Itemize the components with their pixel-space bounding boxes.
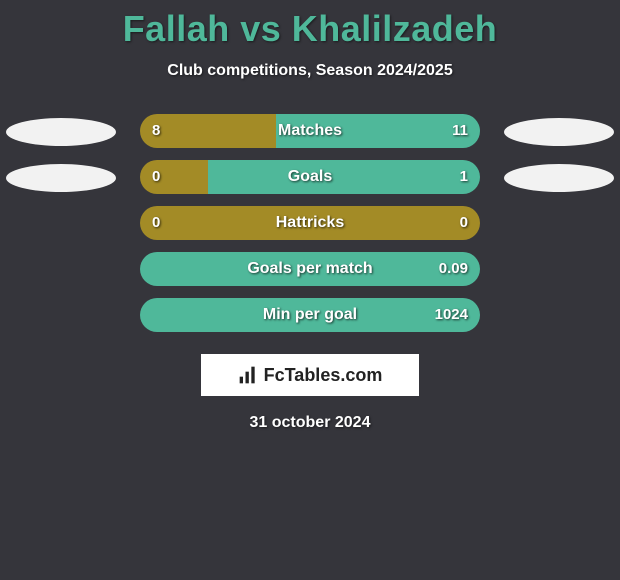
stat-bar: 0.09Goals per match (140, 252, 480, 286)
stat-bar-left-fill (140, 114, 276, 148)
stat-bar-right-fill (140, 298, 480, 332)
stat-row: 1024Min per goal (0, 298, 620, 344)
stat-bar: 00Hattricks (140, 206, 480, 240)
stat-bar-right-fill (208, 160, 480, 194)
page-title: Fallah vs Khalilzadeh (0, 0, 620, 50)
player-right-badge (504, 164, 614, 192)
stat-bar-left-fill (140, 206, 480, 240)
stat-row: 00Hattricks (0, 206, 620, 252)
stat-bar: 811Matches (140, 114, 480, 148)
stat-bar-left-fill (140, 160, 208, 194)
stat-row: 01Goals (0, 160, 620, 206)
date-text: 31 october 2024 (0, 414, 620, 432)
stat-bar-right-fill (276, 114, 480, 148)
stat-row: 0.09Goals per match (0, 252, 620, 298)
player-left-badge (6, 118, 116, 146)
player-right-badge (504, 118, 614, 146)
logo-text: FcTables.com (264, 365, 383, 386)
player-left-badge (6, 164, 116, 192)
comparison-bars: 811Matches 01Goals 00Hattricks 0.09Goals pe… (0, 114, 620, 344)
bar-chart-icon (238, 365, 258, 385)
logo-badge: FcTables.com (201, 354, 419, 396)
stat-row: 811Matches (0, 114, 620, 160)
stat-bar: 1024Min per goal (140, 298, 480, 332)
stat-bar: 01Goals (140, 160, 480, 194)
stat-bar-right-fill (140, 252, 480, 286)
subtitle: Club competitions, Season 2024/2025 (0, 62, 620, 80)
